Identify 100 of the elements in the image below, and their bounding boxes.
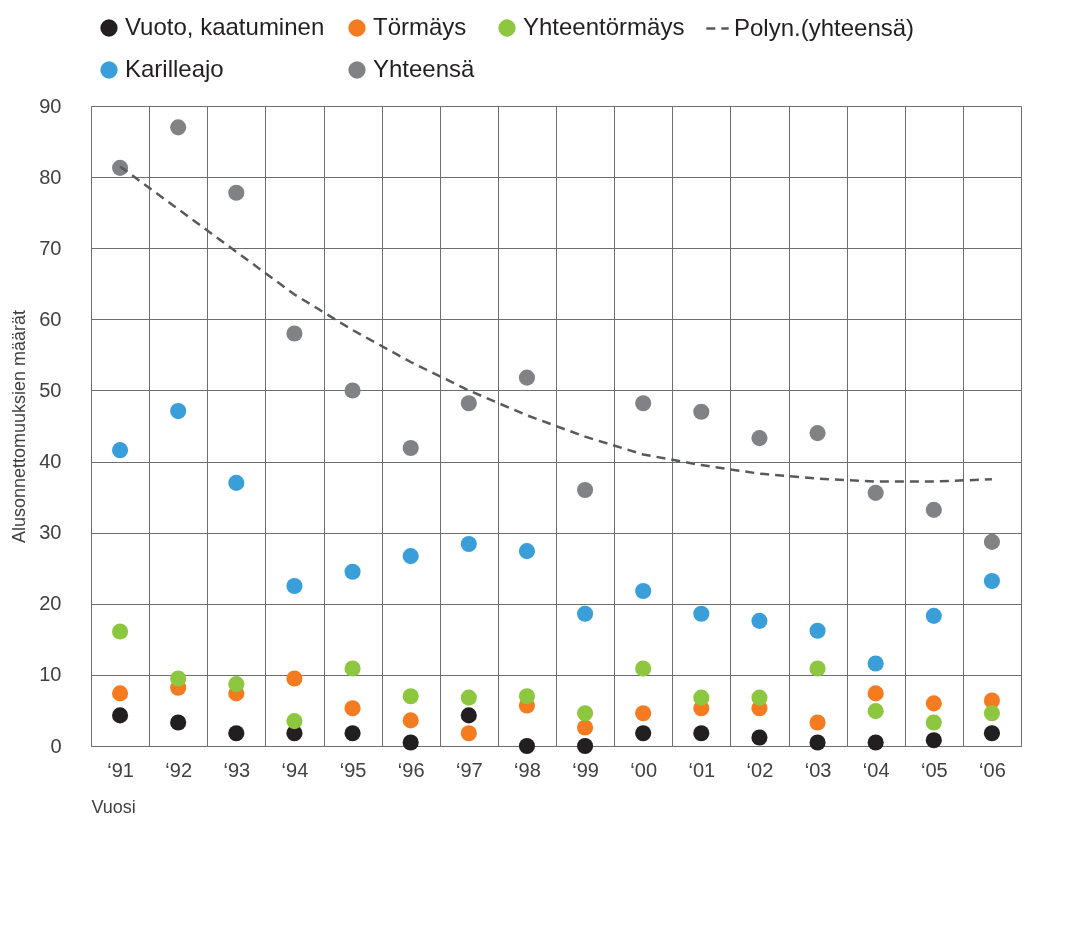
legend-label: Vuoto, kaatuminen <box>125 13 325 40</box>
x-tick-label: ‘91 <box>107 758 134 781</box>
point <box>518 369 535 386</box>
point <box>286 670 303 687</box>
x-tick-label: ‘97 <box>455 758 483 781</box>
point <box>925 714 942 731</box>
point <box>170 119 187 136</box>
point <box>577 605 594 622</box>
point <box>402 734 419 751</box>
y-tick-label: 90 <box>39 94 62 117</box>
point <box>867 703 884 720</box>
y-tick-label: 50 <box>39 378 62 401</box>
point <box>809 660 826 677</box>
x-tick-label: ‘99 <box>572 758 599 781</box>
point <box>518 737 535 755</box>
x-tick-label: ‘93 <box>223 758 251 781</box>
point <box>112 685 129 702</box>
legend-label: Polyn.(yhteensä) <box>734 13 915 41</box>
y-tick-label: 0 <box>50 734 62 757</box>
point <box>925 695 942 712</box>
x-tick-label: ‘05 <box>920 758 948 781</box>
point <box>460 707 477 724</box>
x-tick-label: ‘94 <box>281 758 309 781</box>
point <box>112 442 129 459</box>
point <box>228 725 245 742</box>
point <box>751 729 768 746</box>
point <box>635 660 652 677</box>
point <box>286 325 303 342</box>
point <box>751 689 768 706</box>
point <box>693 689 710 706</box>
point <box>170 670 187 687</box>
point <box>635 705 652 722</box>
point <box>344 700 361 717</box>
point <box>170 714 187 731</box>
point <box>867 734 884 751</box>
x-tick-label: ‘01 <box>688 758 716 781</box>
point <box>925 501 942 518</box>
y-tick-label: 60 <box>39 307 62 330</box>
x-tick-label: ‘06 <box>979 758 1006 781</box>
point <box>867 484 884 501</box>
point <box>460 689 477 706</box>
point <box>809 714 826 731</box>
point <box>867 685 884 702</box>
point <box>286 577 303 595</box>
y-axis-title: Alusonnettomuuksien määrät <box>9 309 30 544</box>
point <box>228 474 245 491</box>
legend-label: Yhteentörmäys <box>523 13 685 40</box>
legend-label: Karilleajo <box>125 55 224 82</box>
point <box>925 732 942 749</box>
point <box>402 440 419 457</box>
point <box>170 403 187 420</box>
y-tick-label: 20 <box>39 592 62 615</box>
y-tick-label: 80 <box>39 165 62 188</box>
point <box>809 425 826 442</box>
point <box>344 660 361 677</box>
point <box>635 395 652 412</box>
point <box>983 572 1000 590</box>
point <box>518 688 535 705</box>
point <box>577 481 594 499</box>
point <box>344 382 361 399</box>
point <box>983 533 1000 550</box>
x-tick-label: ‘00 <box>630 758 658 781</box>
point <box>693 605 710 622</box>
point <box>809 622 826 639</box>
legend-label: Yhteensä <box>373 55 476 82</box>
point <box>402 688 419 705</box>
point <box>228 184 245 201</box>
point <box>635 582 652 600</box>
point <box>112 707 129 724</box>
y-tick-label: 30 <box>39 521 62 544</box>
y-tick-label: 70 <box>39 236 62 259</box>
point <box>925 607 942 624</box>
x-tick-label: ‘04 <box>862 758 890 781</box>
point <box>693 403 710 420</box>
point <box>577 705 594 722</box>
point <box>518 543 535 560</box>
point <box>751 430 768 447</box>
point <box>751 612 768 629</box>
point <box>402 548 419 565</box>
x-axis-title: Vuosi <box>91 796 136 817</box>
point <box>983 705 1000 722</box>
point <box>286 713 303 730</box>
point <box>402 712 419 729</box>
point <box>344 563 361 580</box>
x-tick-label: ‘03 <box>804 758 832 781</box>
x-tick-label: ‘96 <box>397 758 425 781</box>
point <box>867 655 884 672</box>
legend-label: Törmäys <box>373 13 467 40</box>
point <box>635 725 652 742</box>
point <box>577 737 594 755</box>
x-tick-label: ‘95 <box>339 758 367 781</box>
point <box>460 725 477 742</box>
point <box>809 734 826 751</box>
x-tick-label: ‘02 <box>746 758 774 781</box>
point <box>693 725 710 742</box>
y-tick-label: 40 <box>39 450 62 473</box>
x-tick-label: ‘92 <box>165 758 193 781</box>
point <box>983 725 1000 742</box>
x-tick-label: ‘98 <box>514 758 541 781</box>
point <box>344 725 361 742</box>
